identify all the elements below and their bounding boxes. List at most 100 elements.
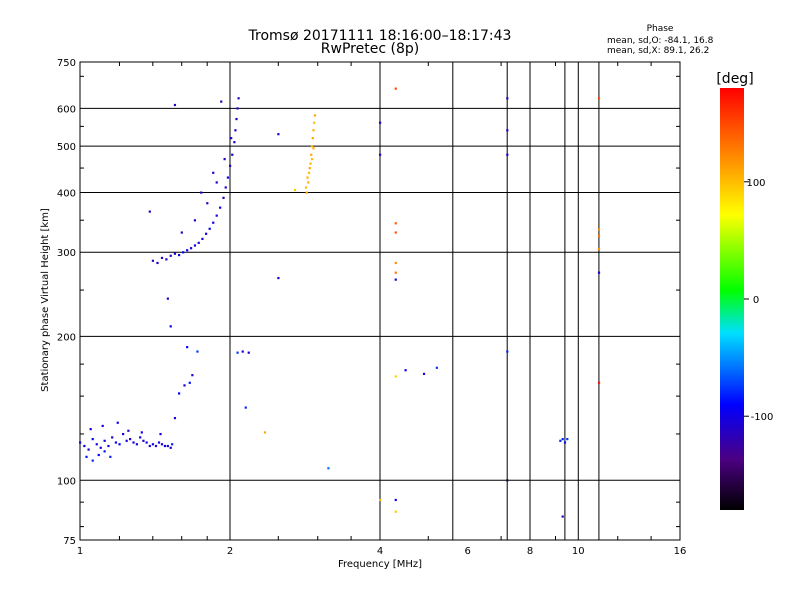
data-point (188, 381, 191, 384)
data-point (394, 498, 397, 502)
data-point (142, 439, 145, 442)
data-point (394, 87, 397, 90)
data-point (597, 234, 601, 237)
data-point (215, 181, 218, 184)
data-point (173, 252, 177, 255)
data-point (173, 416, 177, 420)
data-point (91, 437, 94, 441)
data-point (79, 441, 82, 444)
x-tick-label: 2 (227, 546, 233, 557)
data-point (435, 366, 438, 369)
data-point (566, 437, 569, 441)
data-points (79, 87, 601, 518)
data-point (404, 369, 407, 372)
data-point (122, 432, 125, 436)
data-point (151, 443, 155, 446)
data-point (132, 441, 135, 444)
data-point (157, 441, 161, 444)
data-point (394, 375, 397, 378)
data-point (169, 325, 172, 328)
data-point (182, 251, 185, 254)
data-point (191, 374, 194, 377)
data-point (186, 249, 189, 252)
data-point (215, 214, 218, 217)
x-tick-label: 10 (572, 546, 585, 557)
data-point (154, 444, 158, 448)
y-tick-label: 500 (57, 142, 76, 153)
data-point (247, 351, 250, 354)
data-point (561, 515, 564, 518)
data-point (308, 167, 311, 170)
data-point (506, 97, 509, 100)
data-point (91, 459, 94, 462)
data-point (125, 439, 128, 442)
data-point (169, 446, 172, 449)
x-axis-label: Frequency [MHz] (338, 559, 422, 570)
data-point (129, 437, 132, 441)
y-tick-label: 750 (57, 58, 76, 69)
data-point (140, 431, 143, 434)
data-point (241, 350, 244, 353)
chart-title-line2: RwPretec (8p) (321, 41, 419, 57)
y-tick-label: 200 (57, 332, 76, 343)
y-tick-label: 100 (57, 476, 76, 487)
data-point (114, 441, 118, 444)
data-point (563, 441, 567, 444)
data-point (177, 392, 181, 395)
y-axis-label: Stationary phase Virtual Height [km] (40, 208, 51, 392)
data-point (206, 202, 209, 205)
data-point (394, 222, 397, 225)
data-point (212, 171, 215, 174)
data-point (111, 436, 114, 439)
data-point (197, 241, 200, 244)
data-point (597, 97, 601, 100)
data-point (506, 350, 509, 353)
data-point (379, 498, 382, 502)
colorbar-tick-label: 100 (746, 178, 765, 189)
data-point (97, 453, 100, 457)
data-point (309, 162, 312, 165)
data-point (159, 432, 162, 436)
data-point (506, 479, 509, 482)
data-point (597, 228, 601, 231)
data-point (306, 176, 309, 179)
data-point (561, 437, 564, 441)
data-point (313, 114, 317, 117)
data-point (222, 196, 225, 199)
data-point (109, 455, 112, 458)
data-point (394, 510, 397, 513)
data-point (177, 254, 181, 257)
data-point (107, 444, 110, 448)
data-point (101, 424, 104, 428)
data-point (310, 158, 314, 161)
data-point (166, 444, 169, 448)
data-point (87, 448, 90, 451)
data-point (116, 421, 119, 424)
data-point (224, 186, 227, 189)
data-point (212, 221, 215, 224)
data-point (311, 137, 314, 140)
data-point (85, 455, 88, 458)
data-point (229, 164, 232, 167)
data-point (186, 346, 189, 349)
data-point (200, 191, 203, 194)
data-point (506, 129, 509, 132)
x-tick-label: 8 (527, 546, 533, 557)
data-point (89, 428, 92, 431)
data-point (379, 153, 382, 156)
data-point (208, 227, 211, 230)
data-point (223, 158, 226, 161)
data-point (160, 443, 164, 446)
data-point (103, 450, 106, 453)
data-point (394, 271, 397, 274)
data-point (148, 210, 151, 213)
data-point (189, 247, 193, 250)
phase-stat-o: mean, sd,O: -84.1, 16.8 (607, 36, 714, 46)
data-point (233, 141, 236, 144)
data-point (204, 232, 208, 235)
data-point (312, 129, 315, 132)
grid-lines (80, 62, 680, 540)
axis-ticks: 1 2 4 6 8 10 16 75 100 200 300 400 500 600 750 (57, 58, 686, 557)
data-point (83, 444, 86, 448)
